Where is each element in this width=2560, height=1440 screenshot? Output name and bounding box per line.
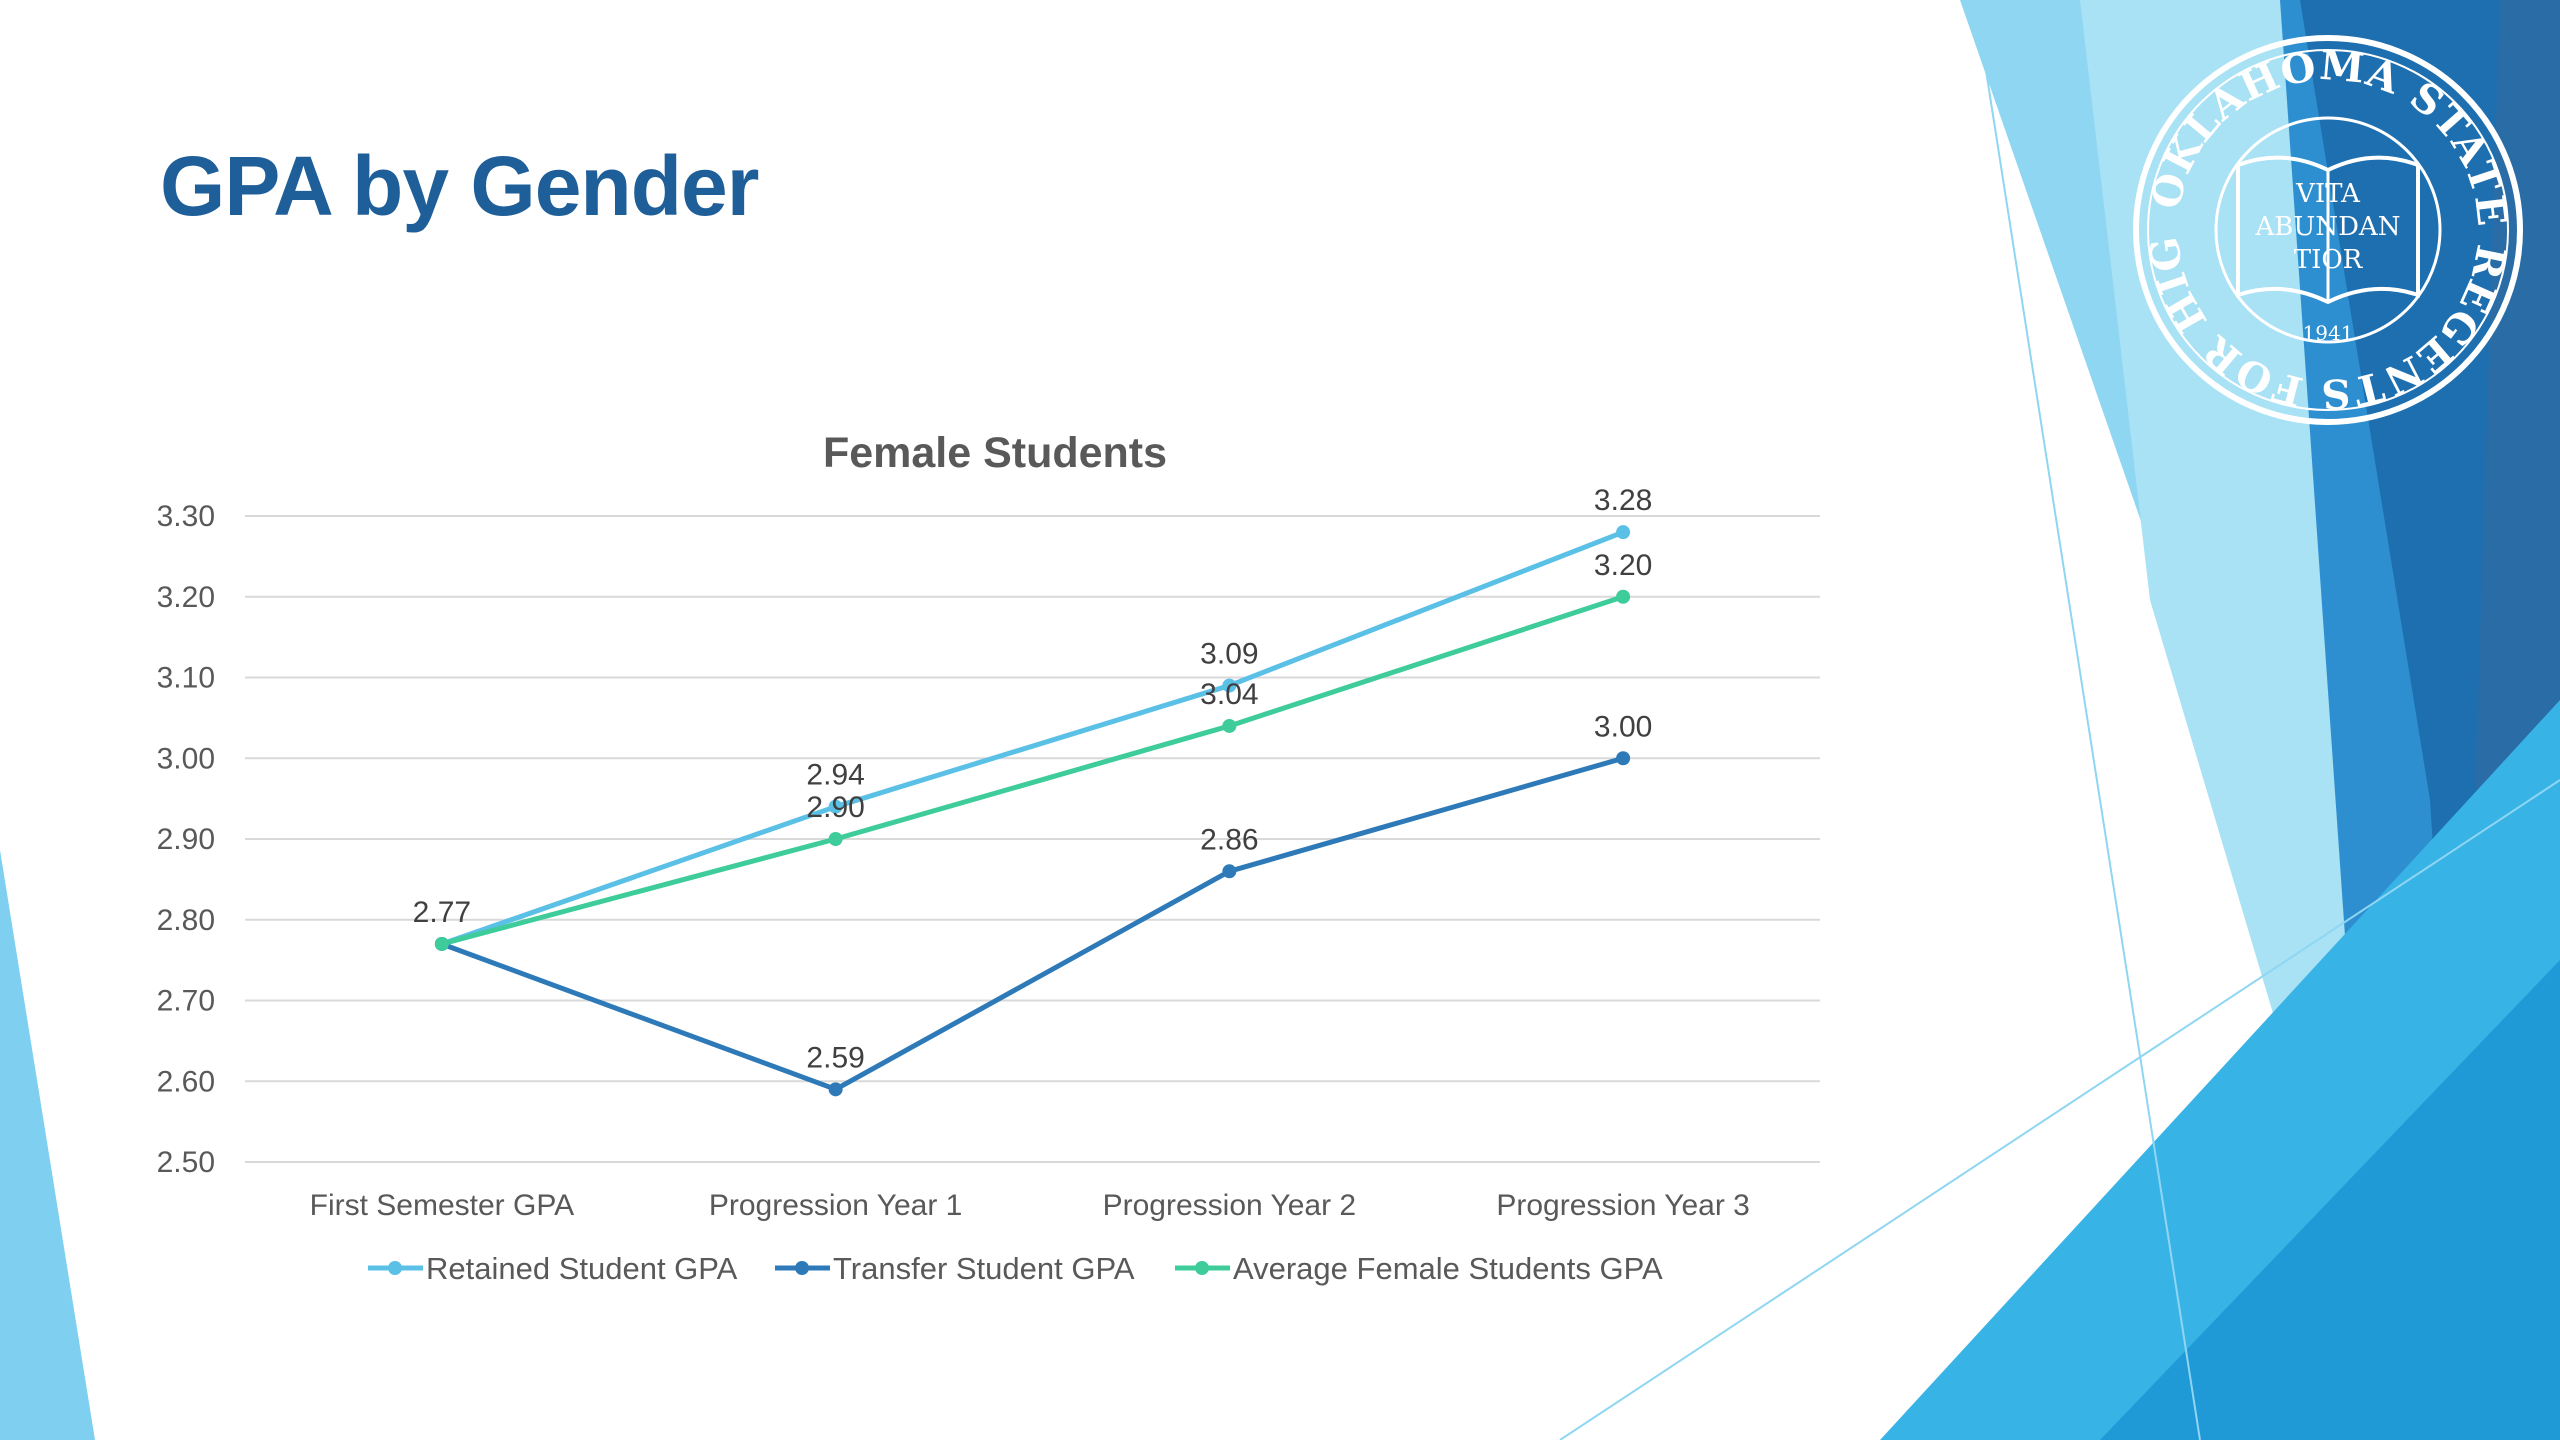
data-point: [1222, 718, 1237, 733]
x-axis-ticks: First Semester GPA Progression Year 1 Prog…: [310, 1189, 1750, 1222]
data-point: [828, 1082, 843, 1097]
y-tick-label: 3.30: [157, 500, 215, 533]
legend-label: Retained Student GPA: [426, 1251, 738, 1286]
data-point: [828, 832, 843, 846]
legend-label: Average Female Students GPA: [1233, 1251, 1663, 1286]
data-point: [1222, 864, 1237, 879]
data-label: 2.94: [806, 759, 864, 792]
series-line-2: [441, 594, 1624, 947]
slide-title: GPA by Gender: [160, 139, 759, 233]
thin-accent-line: [1559, 779, 2560, 1440]
seal-motto-line-2: ABUNDAN: [2255, 212, 2401, 242]
data-label: 2.77: [413, 896, 471, 929]
regents-seal-logo: OKLAHOMA STATE REGENTS FOR HIGHER EDUCAT…: [2128, 30, 2523, 425]
y-tick-label: 2.90: [157, 823, 215, 856]
x-tick-label: Progression Year 1: [709, 1189, 963, 1222]
seal-motto-line-1: VITA: [2295, 179, 2361, 209]
data-point: [828, 799, 843, 814]
data-labels: 2.77 2.94 3.09 3.28 2.59 2.86 3.00 2.90 3.04 3.20: [413, 484, 1653, 1074]
data-label: 2.59: [806, 1041, 864, 1074]
legend-marker: [1195, 1261, 1209, 1275]
data-label: 3.28: [1594, 484, 1652, 517]
data-point: [1222, 678, 1237, 693]
legend-marker: [795, 1261, 809, 1275]
data-label: 2.90: [806, 791, 864, 824]
seal-motto-line-3: TIOR: [2294, 245, 2364, 275]
data-point: [434, 936, 449, 951]
data-point: [1616, 751, 1631, 766]
right-accent-darker: [2470, 0, 2560, 960]
x-tick-label: Progression Year 2: [1103, 1189, 1357, 1222]
legend-marker: [388, 1261, 402, 1275]
y-tick-label: 2.60: [157, 1065, 215, 1098]
data-label: 3.04: [1200, 678, 1258, 711]
gridlines: [245, 515, 1820, 1163]
data-point: [1616, 589, 1631, 604]
x-tick-label: Progression Year 3: [1496, 1189, 1750, 1222]
bottom-accent-deep: [2100, 960, 2560, 1440]
thin-accent-line-2: [1974, 0, 2201, 1440]
y-tick-label: 2.50: [157, 1146, 215, 1179]
y-tick-label: 3.20: [157, 581, 215, 614]
y-tick-label: 3.00: [157, 742, 215, 775]
data-label: 3.09: [1200, 638, 1258, 671]
x-tick-label: First Semester GPA: [310, 1189, 575, 1222]
data-label: 3.00: [1594, 710, 1652, 743]
data-label: 2.86: [1200, 823, 1258, 856]
series-lines: [434, 525, 1631, 1097]
y-tick-label: 2.70: [157, 985, 215, 1018]
chart-title: Female Students: [823, 429, 1167, 477]
y-axis-ticks: 2.50 2.60 2.70 2.80 2.90 3.00 3.10 3.20 3.30: [157, 500, 215, 1179]
series-line-1: [441, 755, 1624, 1092]
data-label: 3.20: [1594, 549, 1652, 582]
seal-year: 1941: [2303, 321, 2354, 345]
legend-label: Transfer Student GPA: [833, 1251, 1135, 1286]
y-tick-label: 2.80: [157, 904, 215, 937]
data-point: [1616, 525, 1631, 540]
chart-legend: Retained Student GPA Transfer Student GPA…: [368, 1251, 1663, 1286]
left-accent-shape: [0, 850, 95, 1440]
series-line-0: [441, 529, 1625, 947]
y-tick-label: 3.10: [157, 662, 215, 695]
